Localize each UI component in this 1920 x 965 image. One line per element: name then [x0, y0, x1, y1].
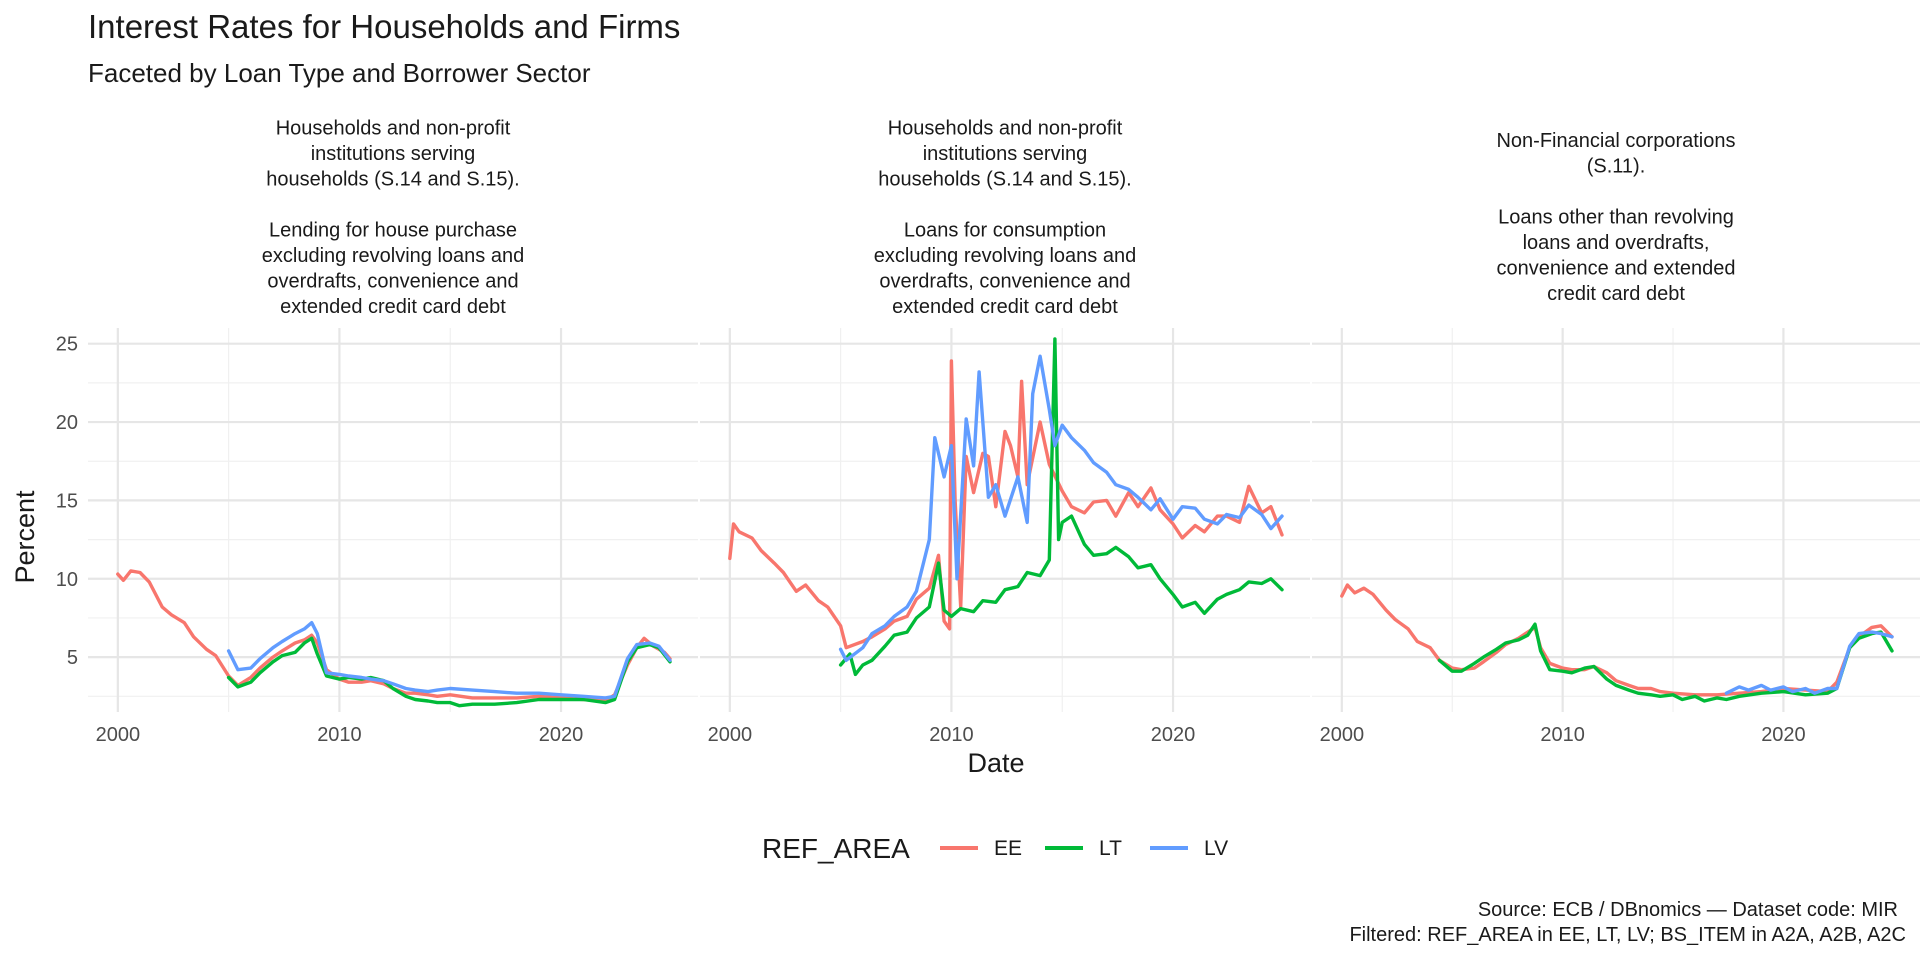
series-line-lt — [226, 636, 672, 708]
series-line-lt — [838, 337, 1284, 677]
facet-strip-line: overdrafts, convenience and — [879, 271, 1130, 293]
facet-strip-line: households (S.14 and S.15). — [878, 169, 1132, 191]
facet-strip-line: households (S.14 and S.15). — [266, 169, 520, 191]
facet-strip-line: excluding revolving loans and — [262, 245, 524, 267]
legend: REF_AREA EE LT LV — [762, 833, 1228, 864]
facet-strip-line: (S.11). — [1587, 156, 1646, 178]
facet-strip-line: overdrafts, convenience and — [267, 271, 518, 293]
facet-strip-line: extended credit card debt — [280, 296, 506, 318]
y-tick-label: 25 — [56, 334, 78, 356]
major-gridlines — [1312, 328, 1920, 712]
facets-layer: 2000 2010 2020 5 10 15 20 25 Households and non-… — [56, 118, 1920, 746]
y-axis-label: Percent — [10, 490, 40, 584]
y-tick-label: 15 — [56, 490, 78, 512]
series-line-ee — [728, 359, 1284, 650]
facet-strip-line: Loans for consumption — [904, 220, 1106, 242]
minor-gridlines — [1312, 328, 1920, 712]
series-line-ee — [1340, 583, 1894, 697]
x-tick-label: 2020 — [539, 724, 584, 746]
y-tick-label: 10 — [56, 569, 78, 591]
facet-strip-line: Loans other than revolving — [1498, 207, 1734, 229]
facet-strip-line: excluding revolving loans and — [874, 245, 1136, 267]
x-tick-label: 2000 — [708, 724, 753, 746]
facet-strip-line: credit card debt — [1547, 283, 1685, 305]
legend-title: REF_AREA — [762, 833, 910, 864]
series-line-lv — [1724, 630, 1894, 695]
facet-strip-line: Non-Financial corporations — [1496, 130, 1735, 152]
x-tick-label: 2020 — [1761, 724, 1806, 746]
x-axis-label: Date — [967, 748, 1024, 778]
facet-strip-line: institutions serving — [311, 143, 476, 165]
minor-gridlines — [88, 328, 698, 712]
facet-panel: 2000 2010 2020 5 10 15 20 25 Households and non-… — [56, 118, 698, 746]
chart-title: Interest Rates for Households and Firms — [88, 8, 680, 45]
series-line-ee — [116, 569, 672, 703]
x-tick-label: 2020 — [1151, 724, 1196, 746]
facet-strip-line: institutions serving — [923, 143, 1088, 165]
y-tick-label: 20 — [56, 412, 78, 434]
facet-strip-line: Households and non-profit — [276, 118, 511, 140]
x-tick-label: 2000 — [96, 724, 141, 746]
facet-panel: 2000 2010 2020 Non-Financial corporations (S… — [1312, 130, 1920, 746]
series-line-lt — [1437, 622, 1894, 703]
x-tick-label: 2010 — [929, 724, 974, 746]
caption-line-1: Source: ECB / DBnomics — Dataset code: M… — [1478, 899, 1898, 921]
facet-strip-line: convenience and extended — [1496, 258, 1735, 280]
legend-label-lv: LV — [1204, 837, 1228, 860]
major-gridlines — [700, 328, 1310, 712]
series-line-lv — [226, 621, 672, 700]
facet-strip-line: Lending for house purchase — [269, 220, 517, 242]
chart-subtitle: Faceted by Loan Type and Borrower Sector — [88, 58, 591, 88]
minor-gridlines — [700, 328, 1310, 712]
facet-strip-line: extended credit card debt — [892, 296, 1118, 318]
facet-strip-line: Households and non-profit — [888, 118, 1123, 140]
x-tick-label: 2010 — [1540, 724, 1585, 746]
series-line-lv — [838, 354, 1284, 662]
legend-label-lt: LT — [1099, 837, 1122, 860]
x-tick-label: 2000 — [1320, 724, 1365, 746]
legend-label-ee: EE — [994, 837, 1022, 860]
x-tick-label: 2010 — [317, 724, 362, 746]
caption-line-2: Filtered: REF_AREA in EE, LT, LV; BS_ITE… — [1349, 924, 1906, 946]
facet-panel: 2000 2010 2020 Households and non-profit ins… — [700, 118, 1310, 746]
y-tick-label: 5 — [67, 647, 78, 669]
major-gridlines — [88, 328, 698, 712]
facet-strip-line: loans and overdrafts, — [1523, 232, 1710, 254]
